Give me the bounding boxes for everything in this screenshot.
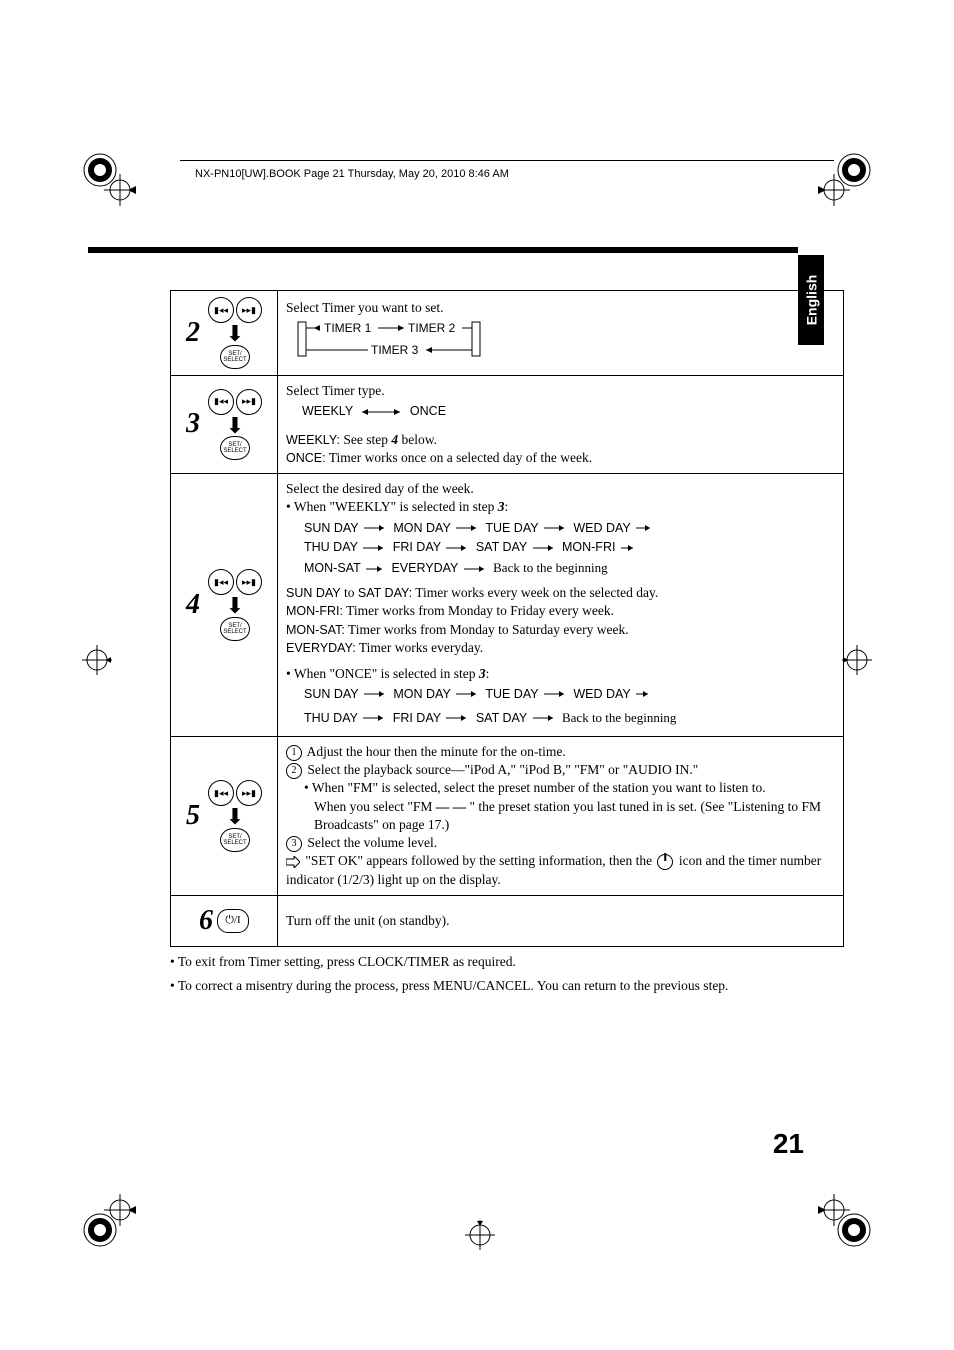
set-select-icon: SET/ SELECT <box>220 828 250 852</box>
step5-line2c: When you select "FM — — " the preset sta… <box>314 798 835 834</box>
step-text: Select the desired day of the week. <box>286 480 835 498</box>
next-track-icon: ▸▸▮ <box>236 297 262 323</box>
weekly-days-row1: SUN DAY MON DAY TUE DAY WED DAY <box>304 520 835 537</box>
standby-icon: ⏻/I <box>217 909 249 933</box>
step-number: 6 <box>199 902 213 940</box>
result-arrow-icon <box>286 856 300 868</box>
prev-track-icon: ▮◂◂ <box>208 569 234 595</box>
step5-line2: 2 Select the playback source—"iPod A," "… <box>286 761 835 779</box>
weekly-line: WEEKLY: See step 4 below. <box>286 431 835 449</box>
svg-text:TIMER 1: TIMER 1 <box>324 321 372 335</box>
mon-fri-desc: MON-FRI: Timer works from Monday to Frid… <box>286 602 835 620</box>
page-number: 21 <box>773 1128 804 1160</box>
step5-line1: 1 Adjust the hour then the minute for th… <box>286 743 835 761</box>
sun-to-sat-desc: SUN DAY to SAT DAY: Timer works every we… <box>286 584 835 602</box>
timer-flow: TIMER 1 TIMER 2 TIMER 3 <box>296 320 835 363</box>
step-text: Select Timer type. <box>286 382 835 400</box>
step5-line3: 3 Select the volume level. <box>286 834 835 852</box>
footnote: • To exit from Timer setting, press CLOC… <box>170 953 844 971</box>
weekly-bullet: • When "WEEKLY" is selected in step 3: <box>286 498 835 516</box>
everyday-desc: EVERYDAY: Timer works everyday. <box>286 639 835 657</box>
register-mark-icon <box>465 1220 495 1250</box>
svg-text:TIMER 3: TIMER 3 <box>371 343 419 357</box>
next-track-icon: ▸▸▮ <box>236 569 262 595</box>
crop-mark-icon <box>814 1190 874 1250</box>
weekly-days-row2: THU DAY FRI DAY SAT DAY MON-FRI <box>304 539 835 556</box>
step-number: 3 <box>186 405 200 443</box>
language-tab: English <box>798 255 824 345</box>
step-text: Select Timer you want to set. <box>286 299 835 317</box>
step-text: Turn off the unit (on standby). <box>286 912 835 930</box>
set-select-icon: SET/ SELECT <box>220 345 250 369</box>
header-rule <box>180 160 834 161</box>
step5-line2b: • When "FM" is selected, select the pres… <box>304 779 835 797</box>
mon-sat-desc: MON-SAT: Timer works from Monday to Satu… <box>286 621 835 639</box>
type-flow: WEEKLY ONCE <box>302 403 835 420</box>
crop-mark-icon <box>814 150 874 210</box>
step-number: 4 <box>186 586 200 624</box>
svg-text:TIMER 2: TIMER 2 <box>408 321 456 335</box>
once-line: ONCE: Timer works once on a selected day… <box>286 449 835 467</box>
page-header: NX-PN10[UW].BOOK Page 21 Thursday, May 2… <box>195 168 509 180</box>
step-number: 2 <box>186 314 200 352</box>
down-arrow-icon: ⬇ <box>226 325 244 343</box>
once-bullet: • When "ONCE" is selected in step 3: <box>286 665 835 683</box>
down-arrow-icon: ⬇ <box>226 417 244 435</box>
step5-line4: "SET OK" appears followed by the setting… <box>286 852 835 888</box>
next-track-icon: ▸▸▮ <box>236 389 262 415</box>
once-days-row2: THU DAY FRI DAY SAT DAY Back to the begi… <box>304 709 835 727</box>
register-mark-icon <box>82 645 112 675</box>
prev-track-icon: ▮◂◂ <box>208 297 234 323</box>
footnote: • To correct a misentry during the proce… <box>170 977 844 995</box>
next-track-icon: ▸▸▮ <box>236 780 262 806</box>
steps-table: 2 ▮◂◂ ▸▸▮ ⬇ SET/ SELECT Select Timer you… <box>170 290 844 947</box>
down-arrow-icon: ⬇ <box>226 597 244 615</box>
timer-icon <box>657 854 673 870</box>
prev-track-icon: ▮◂◂ <box>208 389 234 415</box>
step-number: 5 <box>186 797 200 835</box>
set-select-icon: SET/ SELECT <box>220 436 250 460</box>
set-select-icon: SET/ SELECT <box>220 617 250 641</box>
register-mark-icon <box>842 645 872 675</box>
top-bar <box>88 247 798 253</box>
crop-mark-icon <box>80 1190 140 1250</box>
weekly-days-row3: MON-SAT EVERYDAY Back to the beginning <box>304 559 835 577</box>
down-arrow-icon: ⬇ <box>226 808 244 826</box>
once-days-row1: SUN DAY MON DAY TUE DAY WED DAY <box>304 686 835 703</box>
prev-track-icon: ▮◂◂ <box>208 780 234 806</box>
crop-mark-icon <box>80 150 140 210</box>
